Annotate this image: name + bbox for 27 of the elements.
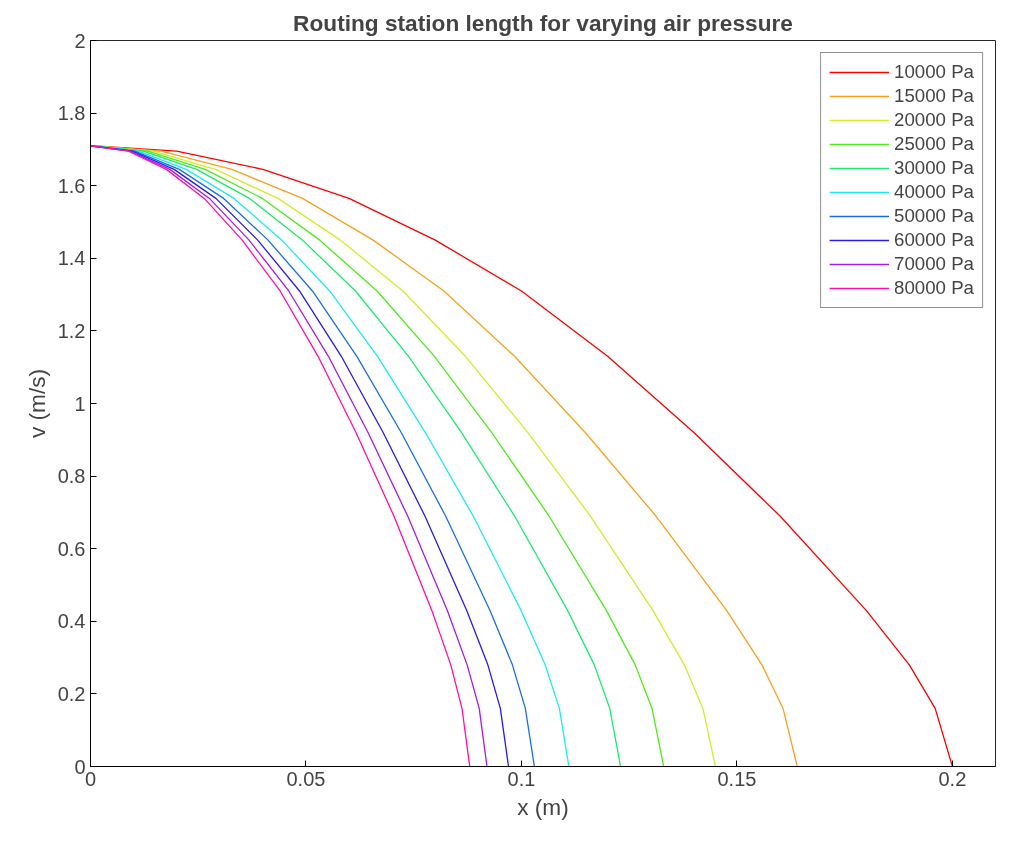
legend-label: 70000 Pa	[894, 253, 974, 275]
legend-label: 30000 Pa	[894, 157, 974, 179]
y-tick-label: 1	[74, 392, 86, 415]
x-tick-label: 0.1	[507, 767, 536, 790]
legend-label: 25000 Pa	[894, 133, 974, 155]
y-tick-label: 1.4	[57, 247, 86, 270]
legend-label: 50000 Pa	[894, 205, 974, 227]
y-tick-label: 0.4	[57, 610, 86, 633]
x-tick-label: 0.05	[286, 767, 326, 790]
legend-label: 15000 Pa	[894, 85, 974, 107]
legend-label: 20000 Pa	[894, 109, 974, 131]
chart-title: Routing station length for varying air pressure	[293, 9, 793, 36]
y-tick-label: 1.2	[57, 319, 86, 342]
x-axis-title: x (m)	[517, 793, 569, 820]
x-tick-label: 0.2	[938, 767, 967, 790]
y-tick-label: 2	[74, 29, 86, 52]
legend-label: 60000 Pa	[894, 229, 974, 251]
legend-label: 10000 Pa	[894, 61, 974, 83]
legend-label: 80000 Pa	[894, 277, 974, 299]
y-tick-label: 0.6	[57, 537, 86, 560]
y-axis-title: v (m/s)	[23, 368, 50, 439]
x-tick-label: 0.15	[717, 767, 757, 790]
y-tick-label: 0.8	[57, 465, 86, 488]
y-tick-label: 1.6	[57, 174, 86, 197]
y-tick-label: 0.2	[57, 682, 86, 705]
legend-label: 40000 Pa	[894, 181, 974, 203]
y-tick-label: 1.8	[57, 102, 86, 125]
